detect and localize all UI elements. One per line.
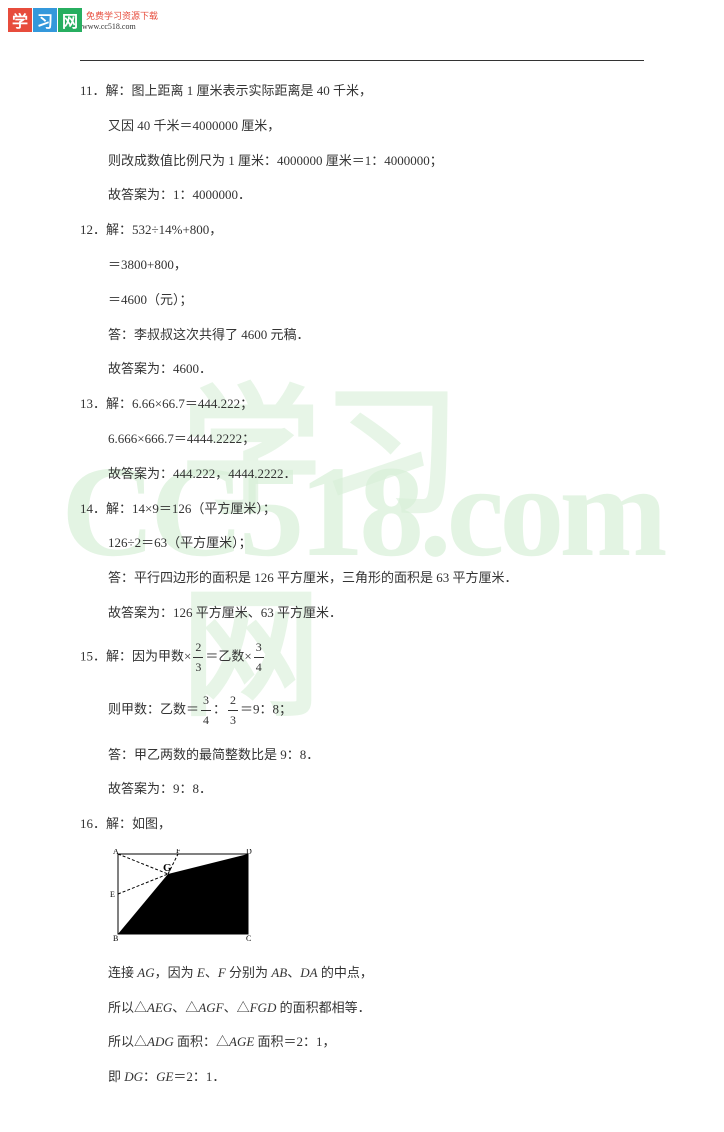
- q12-line4: 答：李叔叔这次共得了 4600 元稿．: [80, 325, 644, 346]
- fraction-3-4: 34: [254, 638, 264, 677]
- logo-char-3: 网: [58, 8, 82, 32]
- q15-line4: 故答案为：9：8．: [80, 779, 644, 800]
- svg-text:F: F: [176, 849, 181, 855]
- q11-line1: 11．解：图上距离 1 厘米表示实际距离是 40 千米，: [80, 81, 644, 102]
- q12-line2: ＝3800+800，: [80, 255, 644, 276]
- geometry-diagram: G A B C D F E: [108, 849, 644, 949]
- q15-line3: 答：甲乙两数的最简整数比是 9：8．: [80, 745, 644, 766]
- q12-line5: 故答案为：4600．: [80, 359, 644, 380]
- q11-line3: 则改成数值比例尺为 1 厘米：4000000 厘米＝1：4000000；: [80, 151, 644, 172]
- q16-line3: 所以△AEG、△AGF、△FGD 的面积都相等．: [80, 998, 644, 1019]
- page-content: 11．解：图上距离 1 厘米表示实际距离是 40 千米， 又因 40 千米＝40…: [0, 0, 724, 1132]
- svg-text:D: D: [246, 849, 252, 856]
- q12-line1: 12．解：532÷14%+800，: [80, 220, 644, 241]
- q14-line2: 126÷2＝63（平方厘米）；: [80, 533, 644, 554]
- q15-line2: 则甲数：乙数＝34：23＝9：8；: [80, 691, 644, 730]
- logo-char-1: 学: [8, 8, 32, 32]
- horizontal-rule: [80, 60, 644, 61]
- logo-tagline: 免费学习资源下载: [86, 9, 158, 22]
- diagram-svg: G A B C D F E: [108, 849, 258, 944]
- q15-l2-pre: 则甲数：乙数＝: [108, 702, 199, 717]
- q16-line1: 16．解：如图，: [80, 814, 644, 835]
- q14-line4: 故答案为：126 平方厘米、63 平方厘米．: [80, 603, 644, 624]
- svg-text:G: G: [163, 862, 172, 874]
- q14-line3: 答：平行四边形的面积是 126 平方厘米，三角形的面积是 63 平方厘米．: [80, 568, 644, 589]
- q15-l2-post: ＝9：8；: [240, 702, 292, 717]
- q15-line1: 15．解：因为甲数×23＝乙数×34: [80, 638, 644, 677]
- q16-line2: 连接 AG，因为 E、F 分别为 AB、DA 的中点，: [80, 963, 644, 984]
- q11-line2: 又因 40 千米＝4000000 厘米，: [80, 116, 644, 137]
- logo-url: www.cc518.com: [82, 22, 158, 31]
- svg-text:B: B: [113, 934, 118, 943]
- q16-line4: 所以△ADG 面积：△AGE 面积＝2：1，: [80, 1032, 644, 1053]
- q13-line2: 6.666×666.7＝4444.2222；: [80, 429, 644, 450]
- q13-line1: 13．解：6.66×66.7＝444.222；: [80, 394, 644, 415]
- svg-text:C: C: [246, 934, 251, 943]
- fraction-3-4b: 34: [201, 691, 211, 730]
- site-logo: 学 习 网 免费学习资源下载 www.cc518.com: [8, 8, 158, 32]
- svg-text:E: E: [110, 890, 115, 899]
- q13-line3: 故答案为：444.222，4444.2222．: [80, 464, 644, 485]
- fraction-2-3: 23: [193, 638, 203, 677]
- logo-char-2: 习: [33, 8, 57, 32]
- q11-line4: 故答案为：1：4000000．: [80, 185, 644, 206]
- q15-l1-mid: ＝乙数×: [205, 648, 251, 663]
- q14-line1: 14．解：14×9＝126（平方厘米）；: [80, 499, 644, 520]
- q16-line5: 即 DG：GE＝2：1．: [80, 1067, 644, 1088]
- q15-l1-pre: 15．解：因为甲数×: [80, 648, 191, 663]
- fraction-2-3b: 23: [228, 691, 238, 730]
- svg-text:A: A: [113, 849, 119, 856]
- q15-l2-mid: ：: [213, 702, 226, 717]
- q12-line3: ＝4600（元）；: [80, 290, 644, 311]
